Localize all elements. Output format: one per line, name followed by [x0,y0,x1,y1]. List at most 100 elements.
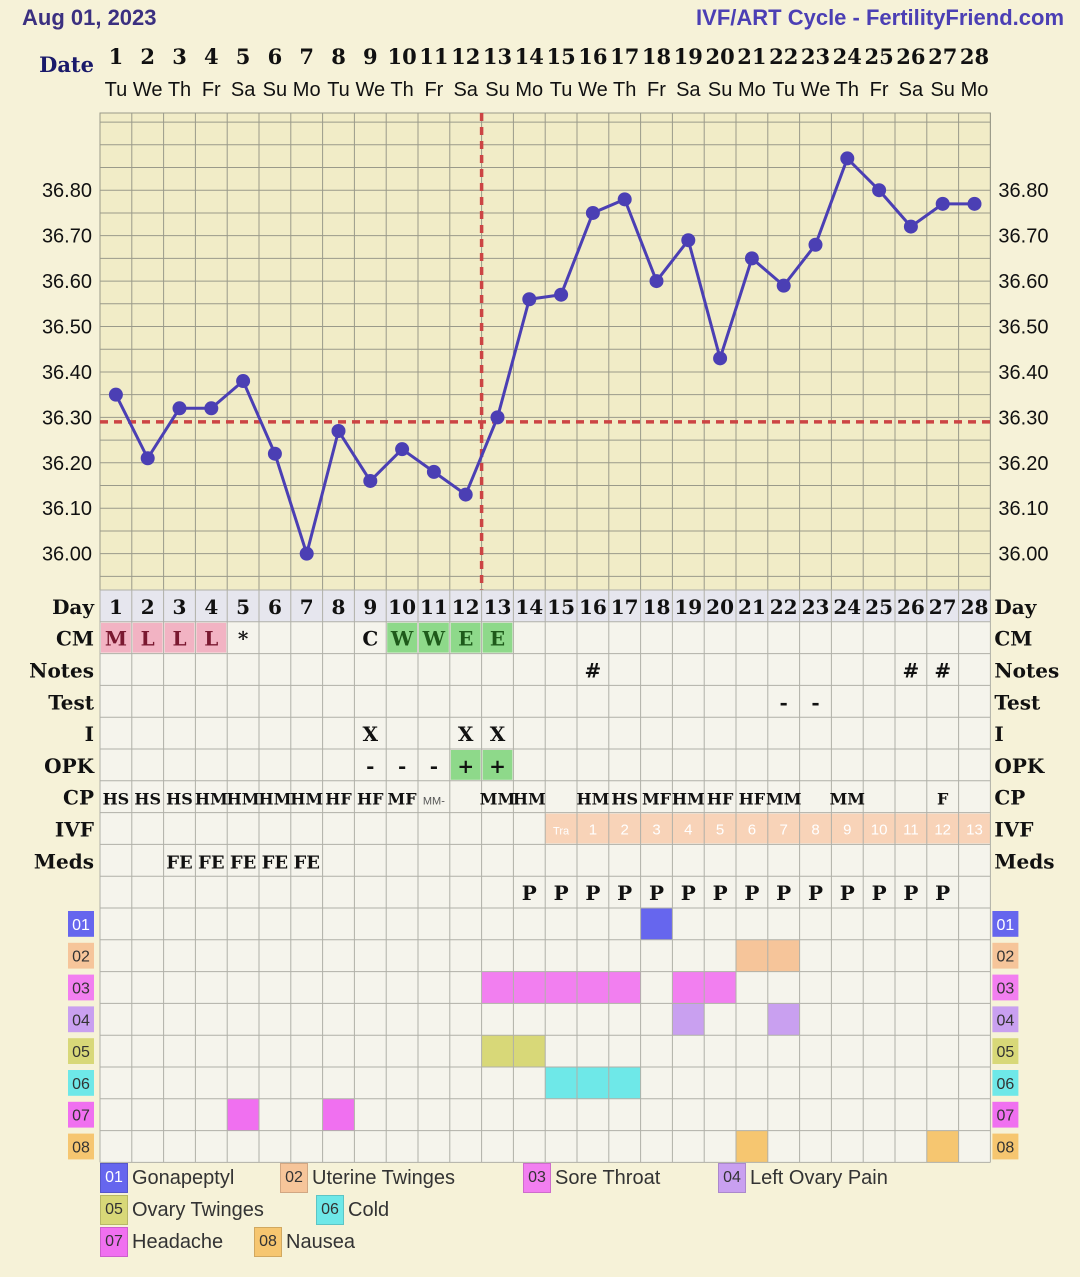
y-tick-label-left: 36.60 [42,271,92,293]
symptom-cell[interactable] [704,971,736,1004]
symptom-cell[interactable] [608,1067,641,1099]
symptom-cell[interactable] [545,1067,577,1099]
notes-cell-text: # [934,659,951,683]
opk-cell-text: - [366,754,374,778]
y-tick-label-left: 36.30 [42,407,92,429]
symptom-cell[interactable] [672,971,705,1004]
date-number: 1 [109,44,124,69]
symptom-cell[interactable] [322,1098,355,1131]
symptom-cell[interactable] [227,1098,259,1131]
symptom-cell[interactable] [545,971,577,1004]
symptom-cell[interactable] [513,971,546,1004]
day-number: 20 [706,595,734,619]
weekday-label: Tu [327,79,350,101]
day-number: 15 [547,595,575,619]
date-number: 20 [705,44,734,69]
temperature-point[interactable] [808,237,823,252]
temperature-point[interactable] [458,487,473,502]
temperature-point[interactable] [935,196,950,211]
temperature-point[interactable] [331,424,346,438]
legend-item: 03 Sore Throat [523,1163,660,1193]
legend-label: Nausea [286,1230,355,1253]
weekday-label: Fr [647,79,666,101]
temperature-point[interactable] [395,442,410,457]
y-tick-label-right: 36.70 [998,226,1048,248]
cp-cell-text: F [937,790,949,809]
temperature-point[interactable] [585,205,600,220]
header-cycle-title[interactable]: IVF/ART Cycle - FertilityFriend.com [696,5,1064,30]
legend-label: Headache [132,1230,224,1253]
temperature-point[interactable] [299,546,314,561]
temperature-point[interactable] [236,374,251,389]
temperature-point[interactable] [140,451,155,466]
symptom-cell[interactable] [577,971,609,1004]
temperature-point[interactable] [649,274,664,289]
day-number: 19 [674,595,702,619]
symptom-cell[interactable] [608,971,641,1004]
symptom-cell[interactable] [577,1067,609,1099]
temperature-point[interactable] [713,351,728,366]
date-number: 18 [642,44,671,69]
cp-cell-text: HF [357,790,384,809]
symptom-code-badge-right [992,911,1019,937]
temperature-point[interactable] [681,233,696,248]
temperature-point[interactable] [776,278,791,293]
y-tick-label-right: 36.30 [998,407,1048,429]
temperature-point[interactable] [840,151,855,166]
symptom-code-right: 02 [997,949,1015,966]
day-number: 13 [484,595,512,619]
temperature-point[interactable] [363,473,378,488]
weekday-label: Mo [515,79,543,101]
symptom-code-badge-right [992,1070,1019,1096]
temperature-point[interactable] [108,387,123,402]
symptom-code-right: 05 [997,1044,1015,1061]
temperature-point[interactable] [554,287,569,302]
legend-label: Ovary Twinges [132,1198,264,1221]
y-tick-label-left: 36.40 [42,362,92,384]
temperature-point[interactable] [204,401,219,416]
cm-cell-bg [387,622,417,653]
symptom-code-right: 08 [997,1140,1015,1157]
legend-swatch: 08 [254,1227,282,1257]
temperature-point[interactable] [426,464,441,479]
p_row-cell-text: P [744,881,759,905]
cm-cell-text: W [422,627,446,651]
legend-swatch: 01 [100,1163,128,1193]
temperature-point[interactable] [967,196,982,211]
date-number: 8 [331,44,346,69]
temperature-point[interactable] [617,192,632,207]
p_row-cell-text: P [522,881,537,905]
temperature-point[interactable] [744,251,759,266]
temperature-point[interactable] [267,446,282,461]
intercourse-cell-text: X [490,722,506,746]
symptom-cell[interactable] [736,1130,768,1163]
p_row-cell-text: P [808,881,823,905]
weekday-label: Th [390,79,413,101]
symptom-cell[interactable] [736,939,768,972]
date-number: 21 [737,44,766,69]
temperature-point[interactable] [872,183,887,198]
symptom-cell[interactable] [640,908,673,940]
temperature-point[interactable] [522,292,537,307]
ivf-cell-text: 9 [843,822,851,839]
row-label-left: I [85,722,94,746]
temperature-point[interactable] [903,219,918,234]
symptom-cell[interactable] [481,1035,514,1067]
cm-cell-text: C [362,627,378,651]
temperature-point[interactable] [172,401,187,416]
symptom-cell[interactable] [481,971,514,1004]
date-number: 5 [236,44,251,69]
date-number: 26 [896,44,925,69]
weekday-label: Mo [293,79,321,101]
symptom-cell[interactable] [926,1130,959,1163]
row-label-right: CM [994,627,1032,651]
temperature-point[interactable] [490,410,505,425]
row-label-right: Day [994,595,1037,619]
p_row-cell-text: P [554,881,569,905]
symptom-cell[interactable] [513,1035,546,1067]
symptom-cell[interactable] [672,1003,705,1036]
legend-swatch: 06 [316,1195,344,1225]
symptom-cell[interactable] [767,1003,800,1036]
date-number: 14 [515,44,544,69]
symptom-cell[interactable] [767,939,800,972]
